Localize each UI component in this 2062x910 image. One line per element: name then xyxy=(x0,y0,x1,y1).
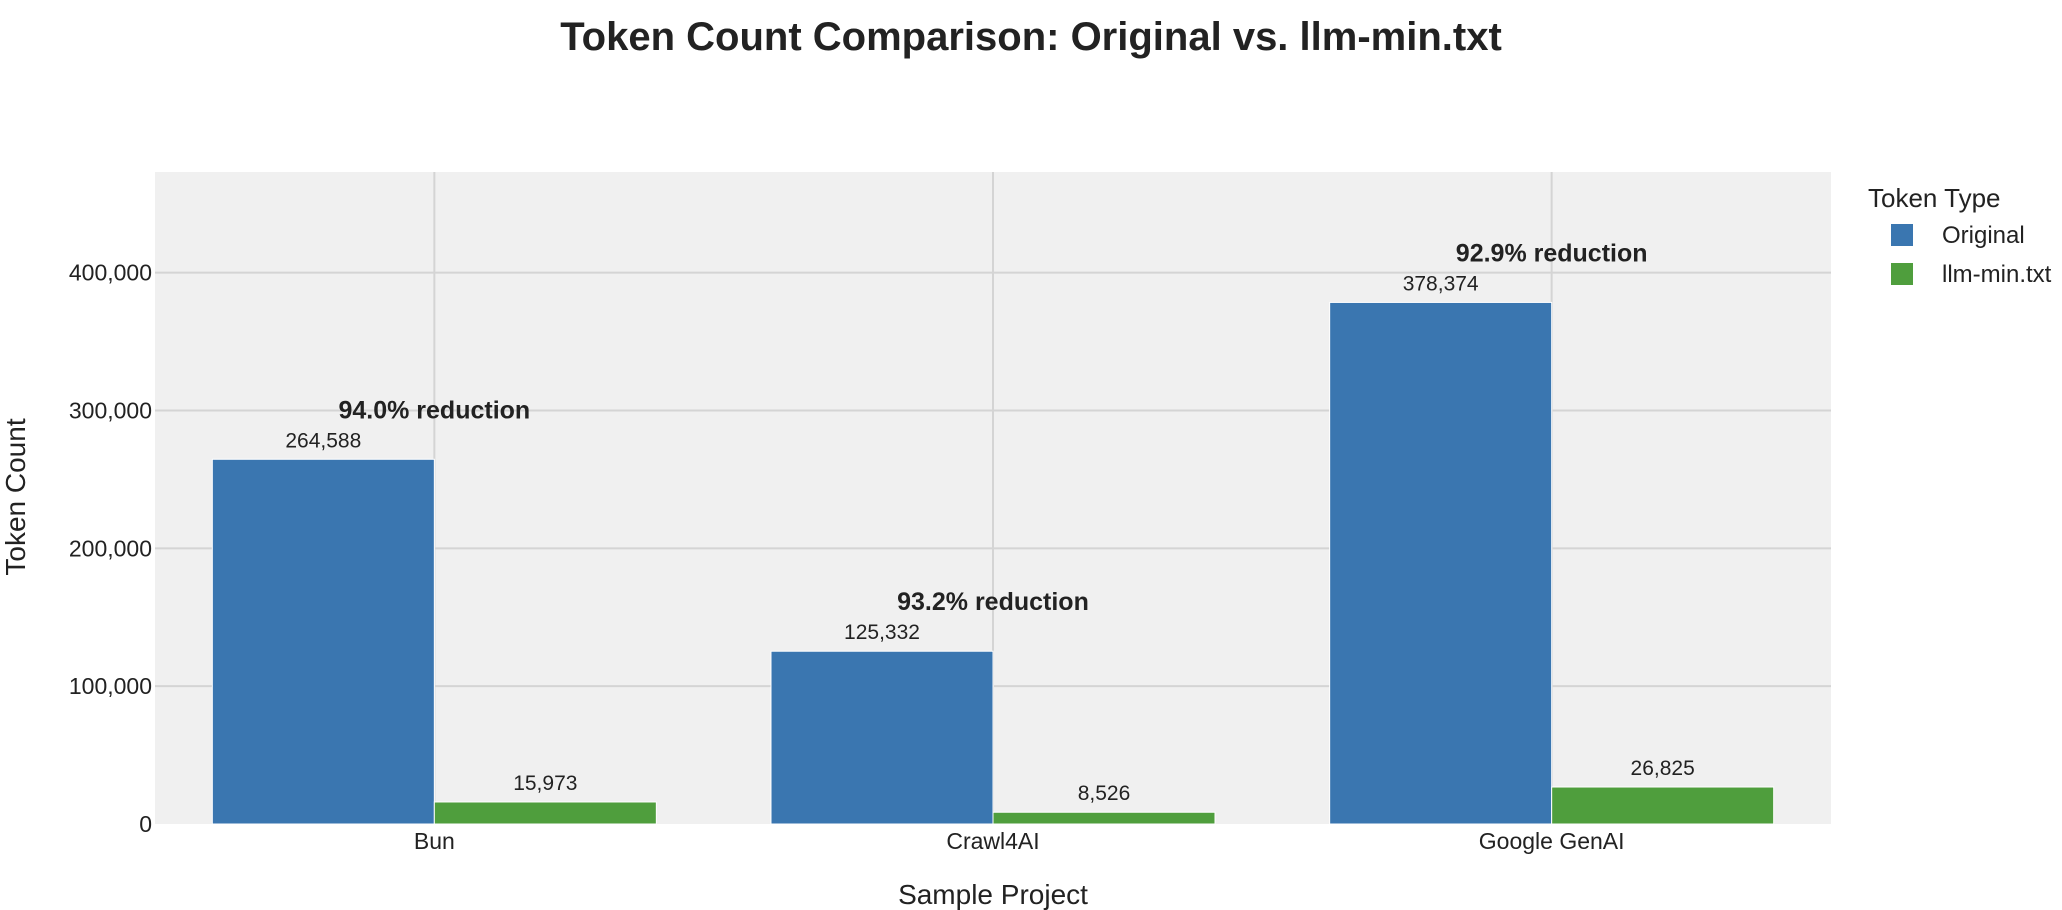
bar-llm-min-bun xyxy=(433,801,657,825)
bar-llm-min-google-genai xyxy=(1551,786,1775,825)
bar-llm-min-crawl4ai xyxy=(992,811,1216,825)
legend: Token Type Original llm-min.txt xyxy=(1868,183,2052,288)
bar-labels: 264,588 15,973 125,332 8,526 378,374 26,825 xyxy=(285,272,1694,805)
legend-swatch xyxy=(1891,263,1913,285)
reduction-annotation: 93.2% reduction xyxy=(897,588,1089,616)
reduction-annotation: 92.9% reduction xyxy=(1456,239,1648,267)
x-axis-title: Sample Project xyxy=(898,879,1088,910)
bars xyxy=(211,301,1775,825)
legend-item-label: Original xyxy=(1942,222,2025,249)
bar-value-label: 378,374 xyxy=(1403,272,1479,295)
x-tick-label: Bun xyxy=(414,828,455,854)
x-axis-ticks: Bun Crawl4AI Google GenAI xyxy=(414,828,1625,854)
bar-value-label: 264,588 xyxy=(285,429,361,452)
y-tick-label: 100,000 xyxy=(69,673,152,699)
legend-title: Token Type xyxy=(1868,183,2001,213)
legend-item-label: llm-min.txt xyxy=(1942,261,2052,288)
x-tick-label: Google GenAI xyxy=(1479,828,1625,854)
bar-value-label: 125,332 xyxy=(844,621,920,644)
reduction-annotation: 94.0% reduction xyxy=(338,396,530,424)
bar-original-google-genai xyxy=(1329,301,1553,825)
legend-swatch xyxy=(1891,224,1913,246)
reduction-annotations: 94.0% reduction 93.2% reduction 92.9% redu… xyxy=(338,239,1647,616)
y-tick-label: 0 xyxy=(139,811,152,837)
y-axis-ticks: 0 100,000 200,000 300,000 400,000 xyxy=(69,260,152,837)
bar-value-label: 15,973 xyxy=(513,772,577,795)
y-tick-label: 300,000 xyxy=(69,397,152,423)
bar-original-crawl4ai xyxy=(770,650,994,825)
bar-value-label: 26,825 xyxy=(1631,757,1695,780)
x-tick-label: Crawl4AI xyxy=(946,828,1039,854)
bar-original-bun xyxy=(211,458,435,825)
y-tick-label: 200,000 xyxy=(69,535,152,561)
y-tick-label: 400,000 xyxy=(69,260,152,286)
chart-title: Token Count Comparison: Original vs. llm… xyxy=(560,15,1502,59)
bar-value-label: 8,526 xyxy=(1078,782,1131,805)
y-axis-title: Token Count xyxy=(0,418,31,575)
